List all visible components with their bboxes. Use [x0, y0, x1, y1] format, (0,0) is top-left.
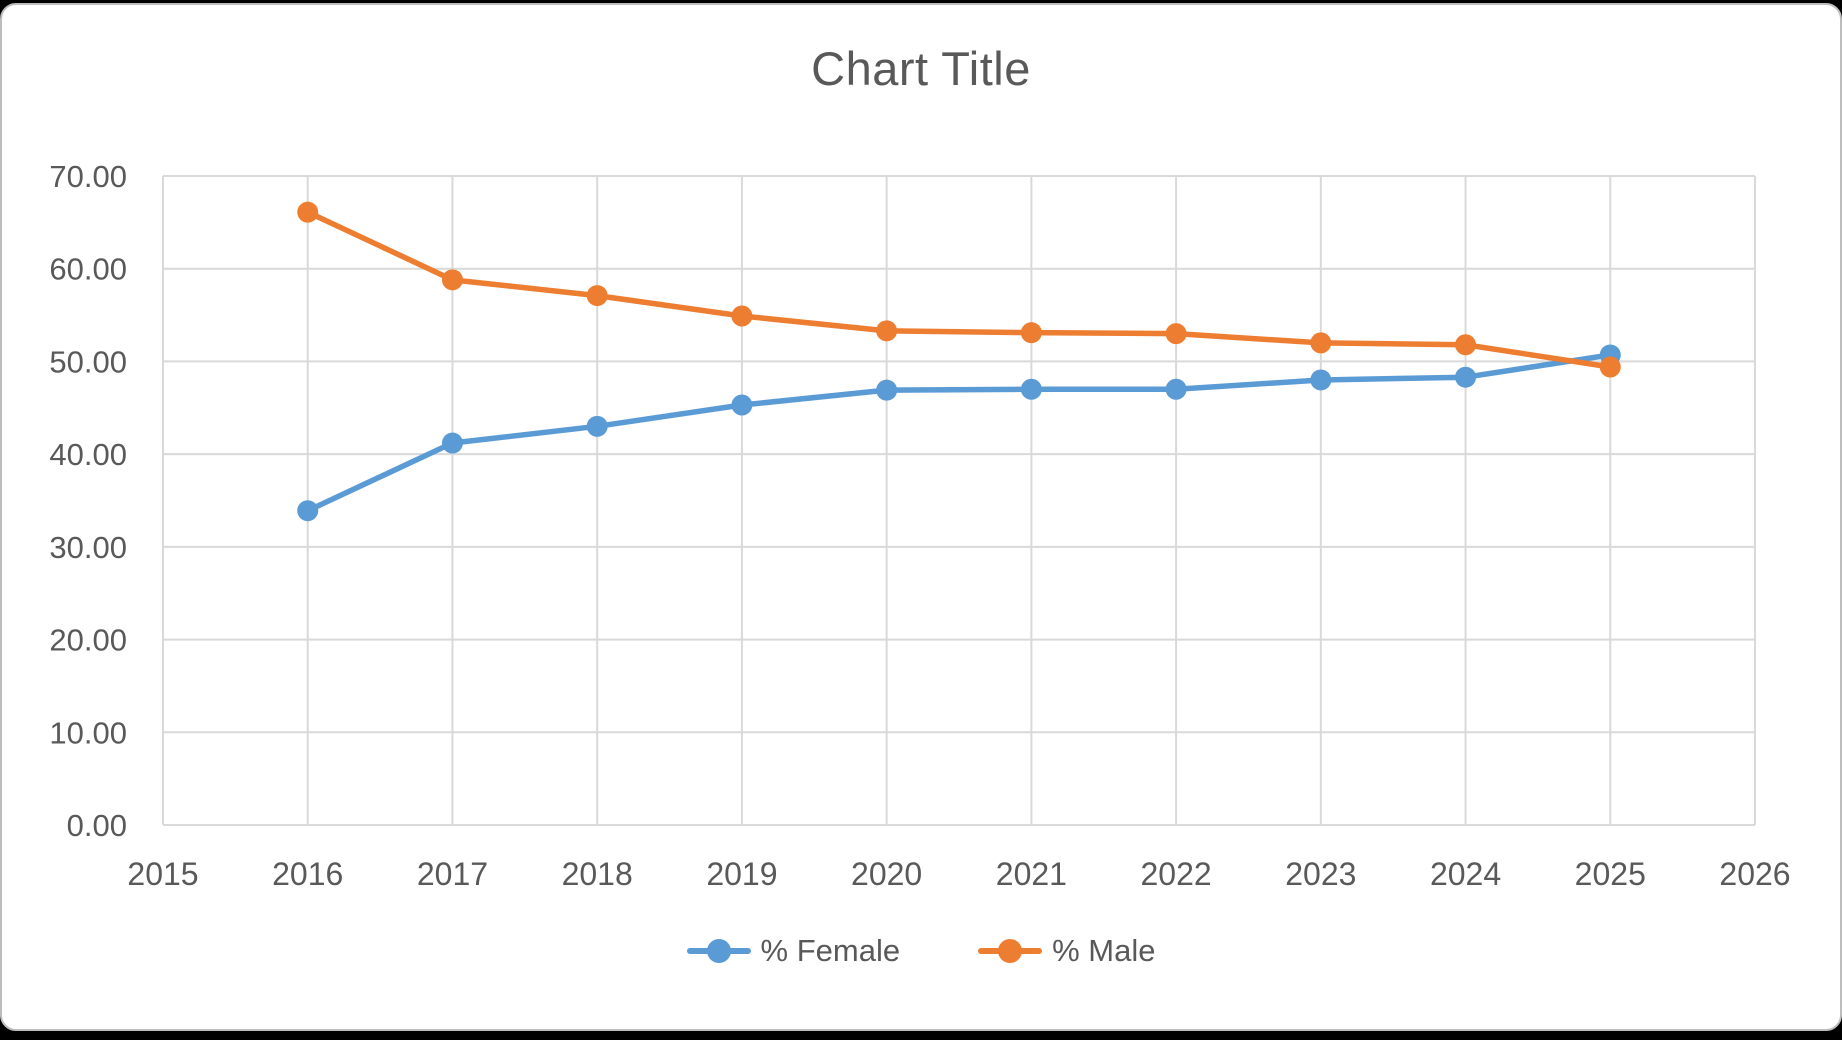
data-point-male: [1166, 323, 1187, 344]
legend-item-female: % Female: [687, 933, 901, 969]
x-axis-tick-label: 2026: [1719, 856, 1790, 892]
female-series-marker-icon: [707, 939, 731, 963]
data-point-female: [876, 380, 897, 401]
legend-label-male: % Male: [1052, 933, 1155, 969]
y-axis-tick-label: 10.00: [49, 715, 127, 750]
data-point-female: [1166, 379, 1187, 400]
data-point-male: [1310, 332, 1331, 353]
legend: % Female % Male: [2, 933, 1840, 969]
data-point-male: [1600, 356, 1621, 377]
data-point-female: [442, 433, 463, 454]
data-point-female: [1455, 367, 1476, 388]
y-axis-tick-label: 70.00: [49, 159, 127, 194]
data-point-female: [297, 500, 318, 521]
female-series-swatch: [687, 948, 751, 954]
x-axis-tick-label: 2015: [127, 856, 198, 892]
x-axis-tick-label: 2017: [417, 856, 488, 892]
series-line-female: [308, 355, 1611, 511]
x-axis-tick-label: 2016: [272, 856, 343, 892]
data-point-female: [1021, 379, 1042, 400]
data-point-male: [731, 305, 752, 326]
male-series-swatch: [978, 948, 1042, 954]
y-axis-tick-label: 40.00: [49, 437, 127, 472]
data-point-male: [1455, 334, 1476, 355]
data-point-male: [876, 320, 897, 341]
x-axis-tick-label: 2021: [996, 856, 1067, 892]
data-point-female: [1310, 369, 1331, 390]
y-axis-tick-label: 50.00: [49, 344, 127, 379]
y-axis-tick-label: 0.00: [67, 808, 127, 843]
x-axis-tick-label: 2023: [1285, 856, 1356, 892]
x-axis-tick-label: 2024: [1430, 856, 1501, 892]
y-axis-tick-label: 60.00: [49, 252, 127, 287]
male-series-marker-icon: [998, 939, 1022, 963]
data-point-female: [587, 416, 608, 437]
x-axis-tick-label: 2022: [1140, 856, 1211, 892]
legend-label-female: % Female: [761, 933, 901, 969]
y-axis-tick-label: 20.00: [49, 623, 127, 658]
legend-item-male: % Male: [978, 933, 1155, 969]
plot-area: 0.00 10.00 20.00 30.00 40.00 50.00 60.00 70.00 2…: [2, 5, 1842, 1040]
data-point-male: [1021, 322, 1042, 343]
data-point-female: [731, 395, 752, 416]
y-axis-tick-label: 30.00: [49, 530, 127, 565]
data-point-male: [587, 285, 608, 306]
x-axis-tick-label: 2018: [562, 856, 633, 892]
x-axis-tick-label: 2020: [851, 856, 922, 892]
x-axis-tick-label: 2025: [1575, 856, 1646, 892]
x-axis-tick-label: 2019: [706, 856, 777, 892]
series-line-male: [308, 212, 1611, 367]
data-point-male: [297, 202, 318, 223]
data-point-male: [442, 269, 463, 290]
